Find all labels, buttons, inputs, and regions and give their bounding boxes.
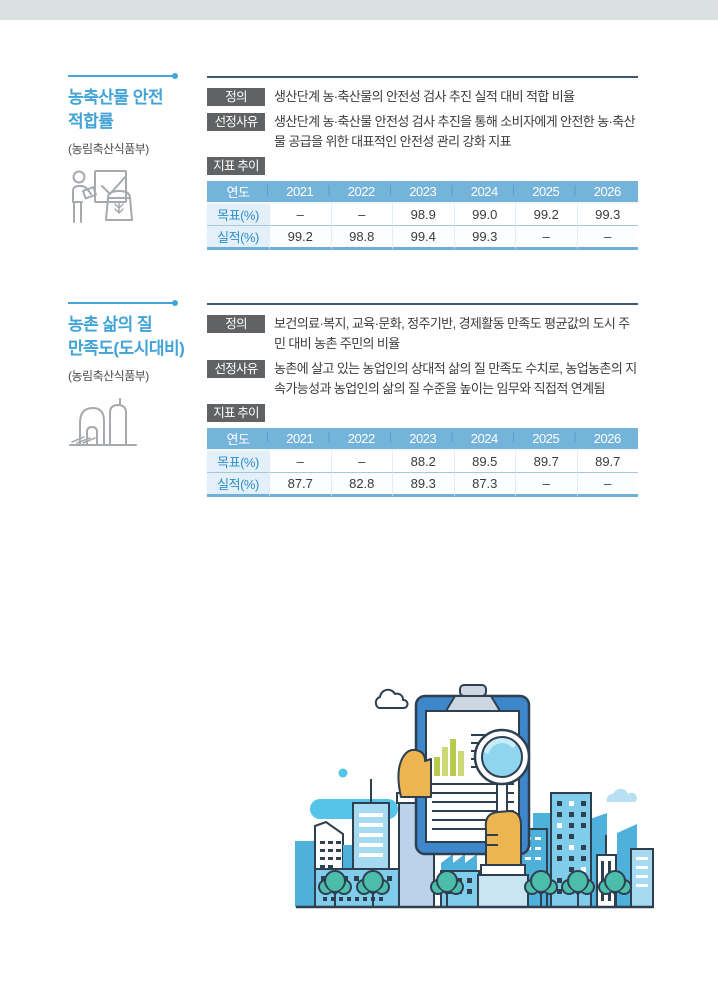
person-check-sack-icon (68, 169, 202, 232)
trend-badge: 지표 추이 (207, 157, 265, 175)
reason-row: 선정사유 생산단계 농·축산물 안전성 검사 추진을 통해 소비자에게 안전한 … (207, 113, 638, 152)
reason-badge: 선정사유 (207, 360, 265, 378)
ministry-label: (농림축산식품부) (68, 369, 149, 383)
table-row-actual: 실적(%) 87.7 82.8 89.3 87.3 – – (207, 473, 638, 497)
definition-badge: 정의 (207, 315, 265, 333)
section-title-line1: 농축산물 안전 (68, 88, 164, 107)
section-top-rule (207, 76, 638, 78)
trend-badge: 지표 추이 (207, 404, 265, 422)
cloud-icon (374, 688, 409, 709)
accent-dot (172, 73, 178, 79)
table-row-actual: 실적(%) 99.2 98.8 99.4 99.3 – – (207, 226, 638, 250)
section-content: 정의 생산단계 농·축산물의 안전성 검사 추진 실적 대비 적합 비율 선정사… (207, 68, 638, 250)
table-cell: 99.3 (453, 226, 515, 250)
definition-row: 정의 보건의료·복지, 교육·문화, 정주기반, 경제활동 만족도 평균값의 도… (207, 315, 638, 354)
section-title: 농축산물 안전 적합률 (68, 86, 202, 134)
table-cell: – (576, 473, 638, 497)
bar-chart-icon (434, 739, 464, 776)
section-title-line2: 만족도(도시대비) (68, 339, 185, 358)
row-label-cell: 실적(%) (207, 226, 269, 250)
table-cell: 99.0 (453, 204, 515, 226)
row-label-cell: 목표(%) (207, 204, 269, 226)
reason-row: 선정사유 농촌에 살고 있는 농업인의 상대적 삶의 질 만족도 수치로, 농업… (207, 360, 638, 399)
reason-text: 생산단계 농·축산물 안전성 검사 추진을 통해 소비자에게 안전한 농·축산물… (274, 114, 636, 149)
table-header-row: 연도 2021 2022 2023 2024 2025 2026 (207, 181, 638, 204)
table-header-cell: 2026 (574, 428, 638, 451)
section-title: 농촌 삶의 질 만족도(도시대비) (68, 313, 202, 361)
reason-badge: 선정사유 (207, 113, 265, 131)
table-cell: 89.3 (392, 473, 454, 497)
table-cell: 99.2 (515, 204, 577, 226)
table-cell: 98.8 (330, 226, 392, 250)
table-header-cell: 2022 (328, 181, 392, 204)
table-header-cell: 2025 (512, 181, 577, 204)
table-cell: – (515, 226, 577, 250)
section-sidebar: 농축산물 안전 적합률 (농림축산식품부) (68, 68, 202, 232)
accent-dot (172, 300, 178, 306)
table-cell: 82.8 (330, 473, 392, 497)
section-sidebar: 농촌 삶의 질 만족도(도시대비) (농림축산식품부) (68, 295, 202, 453)
section-accent-line (68, 73, 178, 79)
dot-decoration (338, 768, 348, 778)
table-cell: – (515, 473, 577, 497)
section-title-line1: 농촌 삶의 질 (68, 315, 153, 334)
table-header-cell: 2021 (266, 428, 331, 451)
table-header-cell: 연도 (207, 181, 269, 204)
trend-table: 연도 2021 2022 2023 2024 2025 2026 목표(%) –… (207, 428, 638, 497)
section-content: 정의 보건의료·복지, 교육·문화, 정주기반, 경제활동 만족도 평균값의 도… (207, 295, 638, 497)
table-cell: – (269, 204, 331, 226)
table-header-cell: 2025 (512, 428, 577, 451)
table-header-cell: 2023 (389, 181, 454, 204)
page-top-band (0, 0, 718, 20)
table-cell: – (576, 226, 638, 250)
row-label-cell: 목표(%) (207, 451, 269, 473)
definition-text: 보건의료·복지, 교육·문화, 정주기반, 경제활동 만족도 평균값의 도시 주… (274, 316, 630, 351)
right-hand-icon (477, 810, 529, 908)
table-header-cell: 2024 (451, 181, 515, 204)
table-cell: – (330, 204, 392, 226)
table-row-target: 목표(%) – – 98.9 99.0 99.2 99.3 (207, 204, 638, 226)
trend-table: 연도 2021 2022 2023 2024 2025 2026 목표(%) –… (207, 181, 638, 250)
table-header-cell: 2022 (328, 428, 392, 451)
definition-badge: 정의 (207, 88, 265, 106)
farm-barn-icon (68, 396, 202, 453)
table-cell: – (269, 451, 331, 473)
cloud-small-icon (606, 788, 637, 802)
table-header-cell: 2021 (266, 181, 331, 204)
table-cell: 98.9 (392, 204, 454, 226)
table-cell: 89.5 (453, 451, 515, 473)
table-header-cell: 2026 (574, 181, 638, 204)
table-cell: 87.7 (269, 473, 331, 497)
table-cell: 89.7 (515, 451, 577, 473)
table-cell: 99.3 (576, 204, 638, 226)
table-row-target: 목표(%) – – 88.2 89.5 89.7 89.7 (207, 451, 638, 473)
ministry-label: (농림축산식품부) (68, 142, 149, 156)
definition-text: 생산단계 농·축산물의 안전성 검사 추진 실적 대비 적합 비율 (274, 89, 575, 104)
table-cell: 89.7 (576, 451, 638, 473)
table-header-cell: 연도 (207, 428, 269, 451)
table-header-row: 연도 2021 2022 2023 2024 2025 2026 (207, 428, 638, 451)
table-header-cell: 2024 (451, 428, 515, 451)
section-title-line2: 적합률 (68, 112, 114, 131)
table-cell: – (330, 451, 392, 473)
city-inspection-illustration (295, 684, 654, 909)
table-cell: 99.4 (392, 226, 454, 250)
table-cell: 88.2 (392, 451, 454, 473)
row-label-cell: 실적(%) (207, 473, 269, 497)
section-accent-line (68, 300, 178, 306)
left-hand-icon (397, 748, 432, 798)
table-cell: 87.3 (453, 473, 515, 497)
section-top-rule (207, 303, 638, 305)
definition-row: 정의 생산단계 농·축산물의 안전성 검사 추진 실적 대비 적합 비율 (207, 88, 638, 107)
magnifier-icon (473, 728, 531, 816)
reason-text: 농촌에 살고 있는 농업인의 상대적 삶의 질 만족도 수치로, 농업농촌의 지… (274, 361, 637, 396)
table-header-cell: 2023 (389, 428, 454, 451)
table-cell: 99.2 (269, 226, 331, 250)
